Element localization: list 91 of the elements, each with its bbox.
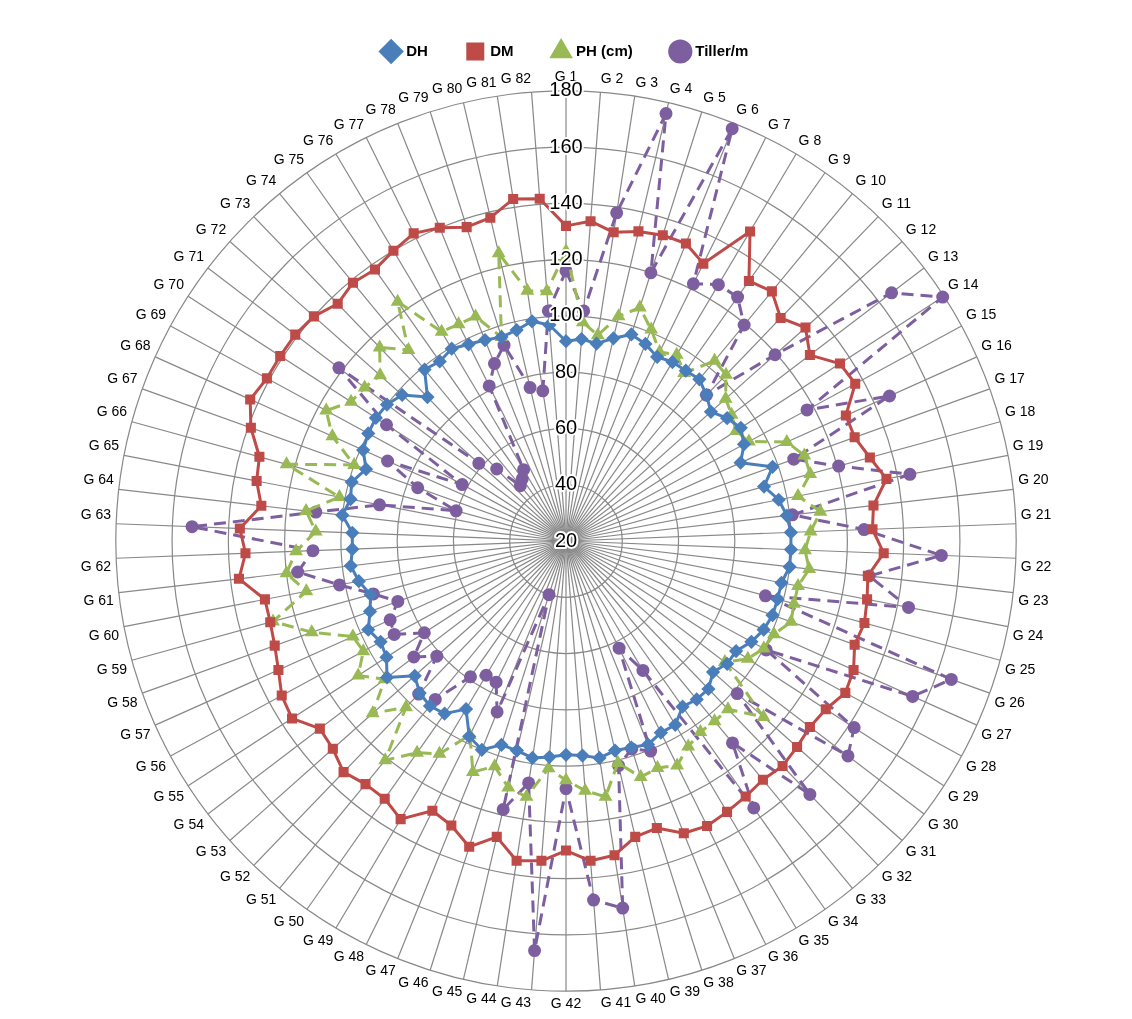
spoke-label: G 50 <box>273 912 305 929</box>
spoke-label: G 9 <box>827 151 851 168</box>
spoke-label: G 71 <box>173 247 205 264</box>
spoke-label: G 23 <box>1018 592 1049 609</box>
legend-label: DH <box>406 41 428 59</box>
y-tick-label: 80 <box>554 359 578 382</box>
spoke-label: G 55 <box>153 787 185 804</box>
spoke-label: G 67 <box>107 369 138 386</box>
spoke-label: G 70 <box>153 276 185 293</box>
spoke-label: G 38 <box>703 974 734 991</box>
spoke-label: G 29 <box>948 787 979 804</box>
spoke-label: G 44 <box>466 990 497 1007</box>
spoke-label: G 28 <box>965 757 997 774</box>
spoke-label: G 65 <box>88 436 120 453</box>
spoke-label: G 78 <box>365 101 397 118</box>
y-tick-label: 140 <box>549 190 583 213</box>
spoke-label: G 39 <box>669 983 701 1000</box>
spoke-label: G 80 <box>431 80 463 97</box>
spoke-label: G 15 <box>965 306 997 322</box>
spoke-label: G 62 <box>80 557 112 574</box>
spoke-label: G 26 <box>994 694 1025 711</box>
spoke-label: G 47 <box>365 962 397 979</box>
spoke-label: G 73 <box>219 195 251 212</box>
spoke-label: G 79 <box>398 89 429 106</box>
spoke-label: G 43 <box>500 994 532 1011</box>
spoke-label: G 53 <box>195 843 227 860</box>
spoke-label: G 61 <box>83 592 115 609</box>
y-tick-label: 40 <box>554 472 578 495</box>
spoke-label: G 6 <box>736 101 759 118</box>
spoke-label: G 3 <box>635 73 659 90</box>
spoke-label: G 77 <box>333 115 365 132</box>
spoke-label: G 41 <box>600 994 632 1011</box>
spoke-label: G 45 <box>431 983 463 1000</box>
spoke-label: G 40 <box>635 990 667 1007</box>
legend-label: DM <box>490 41 514 59</box>
spoke-label: G 64 <box>83 471 115 488</box>
spoke-label: G 36 <box>767 948 799 965</box>
spoke-label: G 2 <box>600 69 624 86</box>
spoke-label: G 34 <box>827 912 859 929</box>
spoke-label: G 25 <box>1004 660 1036 677</box>
spoke-label: G 14 <box>948 276 979 293</box>
spoke-label: G 66 <box>96 402 128 419</box>
spoke-label: G 31 <box>905 843 937 860</box>
spoke-label: G 75 <box>273 151 305 168</box>
spoke-label: G 8 <box>798 132 822 149</box>
legend-label: PH (cm) <box>576 41 633 59</box>
spoke-label: G 72 <box>195 220 227 237</box>
spoke-label: G 60 <box>88 626 120 643</box>
spoke-label: G 27 <box>981 726 1012 743</box>
y-tick-label: 20 <box>554 528 578 551</box>
spoke-label: G 58 <box>107 694 138 711</box>
spoke-label: G 81 <box>466 73 497 90</box>
spoke-label: G 59 <box>96 660 128 677</box>
spoke-label: G 17 <box>994 369 1025 386</box>
spoke-label: G 7 <box>767 115 791 132</box>
spoke-label: G 48 <box>333 948 365 965</box>
spoke-label: G 51 <box>246 891 277 908</box>
spoke-label: G 68 <box>120 337 151 354</box>
spoke-label: G 54 <box>173 816 205 833</box>
spoke-label: G 5 <box>703 89 727 106</box>
spoke-label: G 19 <box>1012 436 1044 453</box>
spoke-label: G 4 <box>669 80 693 97</box>
spoke-label: G 56 <box>135 757 167 774</box>
spoke-label: G 11 <box>881 195 912 212</box>
spoke-label: G 21 <box>1020 506 1052 523</box>
spoke-label: G 35 <box>798 931 830 948</box>
spoke-label: G 63 <box>80 506 112 523</box>
spoke-label: G 74 <box>246 172 277 189</box>
spoke-label: G 37 <box>736 962 767 979</box>
spoke-label: G 13 <box>928 247 959 264</box>
spoke-label: G 22 <box>1020 557 1052 574</box>
spoke-label: G 18 <box>1004 402 1036 419</box>
spoke-label: G 33 <box>855 891 887 908</box>
spoke-label: G 69 <box>135 306 167 322</box>
spoke-label: G 16 <box>981 337 1012 354</box>
y-tick-label: 160 <box>549 134 583 157</box>
spoke-label: G 20 <box>1018 471 1049 488</box>
spoke-label: G 57 <box>120 726 151 743</box>
spoke-label: G 42 <box>550 995 582 1012</box>
spoke-label: G 32 <box>881 868 913 885</box>
y-tick-label: 60 <box>554 415 578 438</box>
spoke-label: G 30 <box>928 816 959 833</box>
spoke-label: G 52 <box>219 868 251 885</box>
spoke-label: G 49 <box>303 931 334 948</box>
spoke-label: G 24 <box>1012 626 1044 643</box>
spoke-label: G 76 <box>303 132 334 149</box>
spoke-label: G 82 <box>500 69 532 86</box>
spoke-label: G 12 <box>905 220 937 237</box>
spoke-label: G 46 <box>398 974 429 991</box>
legend-label: Tiller/m <box>695 41 749 59</box>
spoke-label: G 10 <box>855 172 887 189</box>
